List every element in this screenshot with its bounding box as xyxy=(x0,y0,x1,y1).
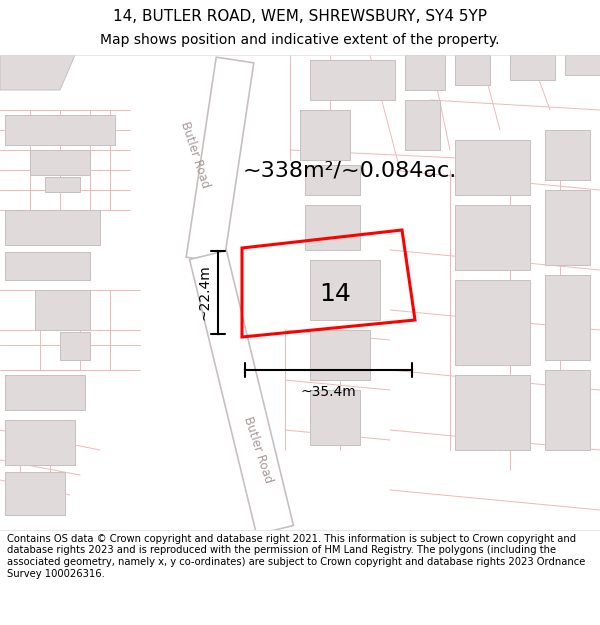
Polygon shape xyxy=(0,55,600,530)
Polygon shape xyxy=(510,55,555,80)
Text: 14: 14 xyxy=(319,282,351,306)
Polygon shape xyxy=(305,205,360,250)
Polygon shape xyxy=(45,177,80,192)
Polygon shape xyxy=(310,390,360,445)
Polygon shape xyxy=(5,252,90,280)
Text: Butler Road: Butler Road xyxy=(178,120,212,190)
Text: ~22.4m: ~22.4m xyxy=(197,264,211,321)
Text: ~35.4m: ~35.4m xyxy=(301,385,356,399)
Polygon shape xyxy=(305,165,360,195)
Polygon shape xyxy=(565,55,600,75)
Polygon shape xyxy=(405,55,445,90)
Polygon shape xyxy=(30,150,90,175)
Polygon shape xyxy=(5,210,100,245)
Polygon shape xyxy=(5,420,75,465)
Polygon shape xyxy=(545,130,590,180)
Polygon shape xyxy=(455,140,530,195)
Polygon shape xyxy=(5,375,85,410)
Text: 14, BUTLER ROAD, WEM, SHREWSBURY, SY4 5YP: 14, BUTLER ROAD, WEM, SHREWSBURY, SY4 5Y… xyxy=(113,9,487,24)
Polygon shape xyxy=(5,115,115,145)
Text: ~338m²/~0.084ac.: ~338m²/~0.084ac. xyxy=(243,160,457,180)
Polygon shape xyxy=(300,110,350,160)
Text: Contains OS data © Crown copyright and database right 2021. This information is : Contains OS data © Crown copyright and d… xyxy=(7,534,586,579)
Polygon shape xyxy=(310,260,380,320)
Polygon shape xyxy=(545,190,590,265)
Polygon shape xyxy=(455,55,490,85)
Polygon shape xyxy=(5,472,65,515)
Text: Map shows position and indicative extent of the property.: Map shows position and indicative extent… xyxy=(100,32,500,47)
Polygon shape xyxy=(60,332,90,360)
Polygon shape xyxy=(455,280,530,365)
Polygon shape xyxy=(545,275,590,360)
Polygon shape xyxy=(310,330,370,380)
Polygon shape xyxy=(190,251,293,534)
Polygon shape xyxy=(455,205,530,270)
Polygon shape xyxy=(0,55,75,90)
Polygon shape xyxy=(405,100,440,150)
Polygon shape xyxy=(35,290,90,330)
Polygon shape xyxy=(545,370,590,450)
Polygon shape xyxy=(310,60,395,100)
Polygon shape xyxy=(455,375,530,450)
Text: Butler Road: Butler Road xyxy=(241,415,275,485)
Polygon shape xyxy=(186,57,254,263)
